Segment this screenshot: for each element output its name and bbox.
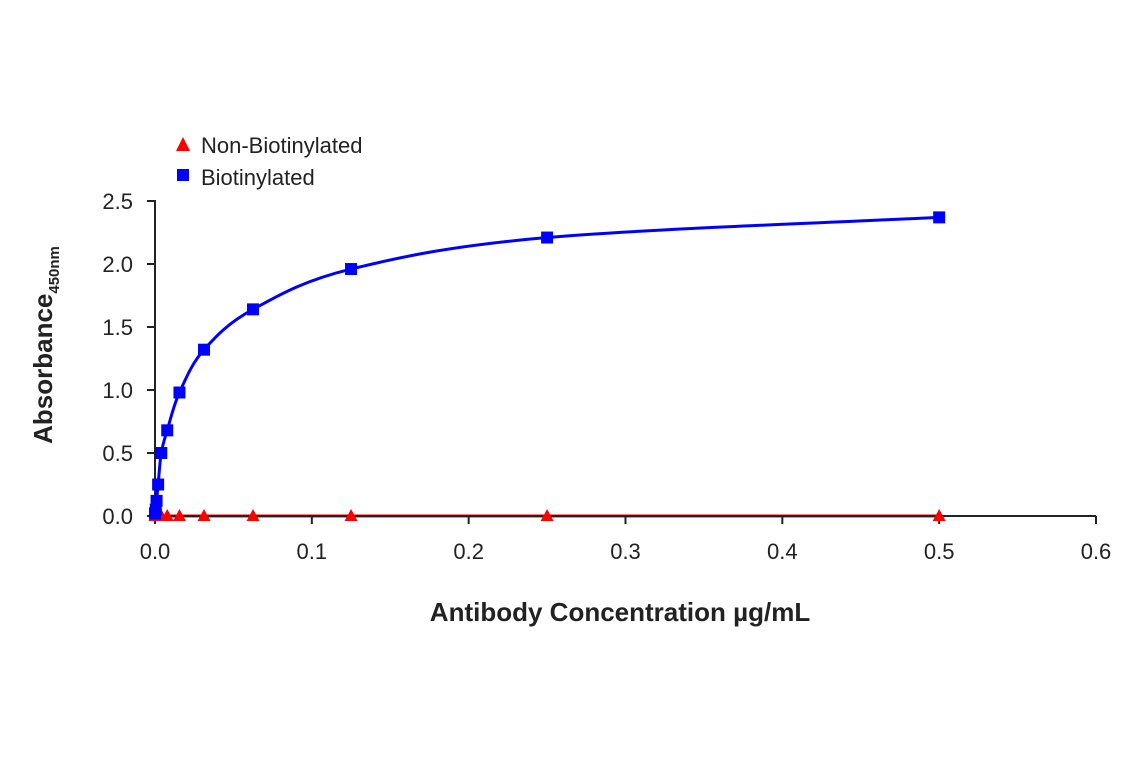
y-tick-label: 0.0 (102, 504, 133, 529)
data-point-non-biotinylated (344, 509, 358, 521)
data-point-biotinylated (541, 231, 554, 244)
legend-marker-square (177, 169, 189, 181)
x-tick-label: 0.3 (610, 539, 641, 564)
data-point-non-biotinylated (160, 509, 174, 521)
x-tick-label: 0.1 (297, 539, 328, 564)
data-point-non-biotinylated (932, 509, 946, 521)
tick-layer: 0.0 0.1 0.2 0.3 0.4 0.5 0.6 0.0 0.5 1.0 1.5 2.0 2.5 (102, 189, 1111, 564)
marker-layer (148, 211, 946, 521)
x-tick-label: 0.0 (140, 539, 171, 564)
x-axis-title: Antibody Concentration µg/mL (430, 597, 811, 627)
data-point-biotinylated (247, 303, 260, 316)
legend-item-non-biotinylated: Non-Biotinylated (176, 133, 362, 158)
data-point-biotinylated (150, 494, 163, 507)
legend-marker-triangle (176, 137, 190, 151)
data-point-biotinylated (345, 263, 358, 276)
data-point-non-biotinylated (172, 509, 186, 521)
y-tick-label: 2.0 (102, 252, 133, 277)
data-point-non-biotinylated (246, 509, 260, 521)
y-tick-label: 1.0 (102, 378, 133, 403)
x-tick-label: 0.5 (924, 539, 955, 564)
y-axis-title-subscript: 450nm (46, 246, 63, 294)
y-tick-label: 0.5 (102, 441, 133, 466)
legend-label-biotinylated: Biotinylated (201, 165, 315, 190)
data-point-biotinylated (161, 424, 174, 437)
x-tick-label: 0.6 (1081, 539, 1112, 564)
y-axis-title: Absorbance450nm (28, 246, 63, 444)
axes-layer (154, 200, 1096, 517)
legend: Non-Biotinylated Biotinylated (176, 133, 362, 190)
series-line-biotinylated (153, 215, 940, 514)
legend-item-biotinylated: Biotinylated (177, 165, 315, 190)
data-point-biotinylated (173, 386, 186, 399)
data-point-biotinylated (198, 343, 211, 356)
x-tick-label: 0.2 (453, 539, 484, 564)
y-axis-title-main: Absorbance (28, 294, 58, 444)
data-point-non-biotinylated (197, 509, 211, 521)
data-point-biotinylated (933, 211, 946, 224)
data-point-non-biotinylated (540, 509, 554, 521)
legend-label-non-biotinylated: Non-Biotinylated (201, 133, 362, 158)
x-tick-label: 0.4 (767, 539, 798, 564)
y-tick-label: 2.5 (102, 189, 133, 214)
curve-layer (153, 215, 940, 518)
data-point-biotinylated (152, 478, 165, 491)
data-point-biotinylated (155, 447, 168, 459)
y-tick-label: 1.5 (102, 315, 133, 340)
